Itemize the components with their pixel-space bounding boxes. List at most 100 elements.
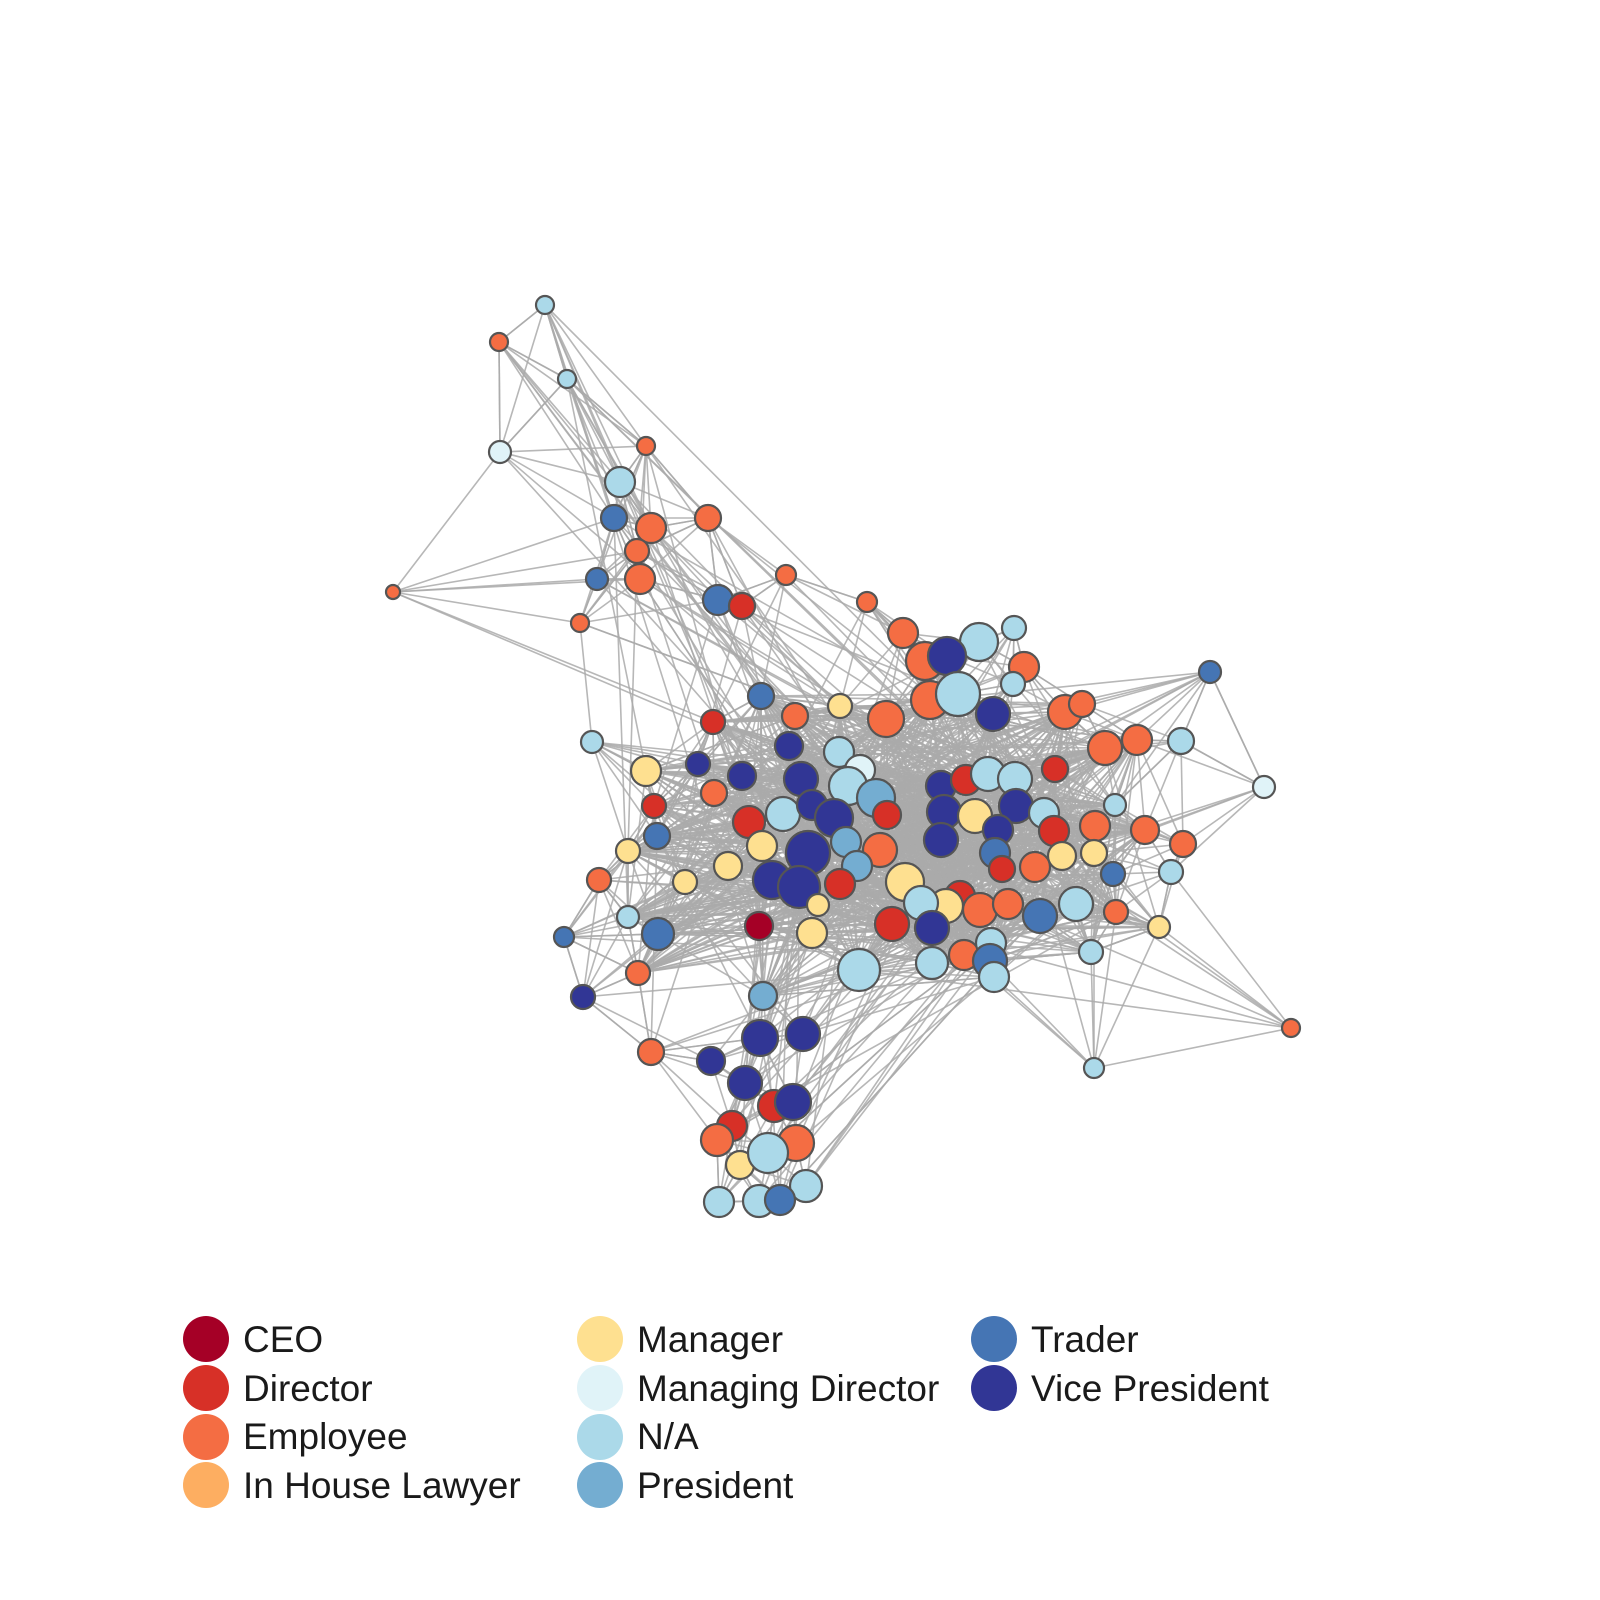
legend-swatch-director: [183, 1365, 229, 1412]
legend-column-1: CEO Director Employee In House Lawyer: [183, 1315, 577, 1510]
graph-node-trader: [1099, 860, 1127, 888]
graph-node-director: [640, 792, 668, 820]
graph-node-manager: [1046, 840, 1078, 872]
legend-item-managing-director: Managing Director: [577, 1364, 971, 1413]
legend-item-trader: Trader: [971, 1315, 1291, 1364]
graph-node-n-a: [788, 1168, 824, 1204]
graph-edge: [582, 879, 600, 998]
graph-node-employee: [866, 699, 906, 739]
graph-node-trader: [640, 916, 676, 952]
graph-edge: [785, 574, 868, 603]
graph-node-employee: [961, 891, 999, 929]
graph-node-n-a: [836, 947, 882, 993]
legend-swatch-trader: [971, 1316, 1017, 1363]
legend-item-employee: Employee: [183, 1412, 577, 1461]
graph-edge: [1180, 740, 1265, 788]
graph-node-employee: [780, 701, 810, 731]
graph-node-director: [871, 799, 903, 831]
graph-node-vice-president: [922, 821, 960, 859]
graph-node-vice-president: [974, 695, 1012, 733]
graph-edge: [1158, 843, 1184, 928]
legend-label-director: Director: [243, 1367, 373, 1409]
graph-node-trader: [1197, 659, 1223, 685]
graph-node-n-a: [934, 670, 982, 718]
graph-edge: [392, 451, 501, 593]
graph-node-employee: [886, 616, 920, 650]
graph-node-director: [987, 854, 1017, 884]
graph-node-trader: [1021, 897, 1059, 935]
legend-label-trader: Trader: [1031, 1318, 1139, 1360]
graph-node-manager: [671, 868, 699, 896]
graph-edge: [650, 1051, 718, 1141]
graph-edge: [498, 341, 615, 519]
graph-node-n-a: [822, 735, 856, 769]
graph-edge: [1081, 703, 1182, 742]
graph-node-n-a: [914, 945, 950, 981]
graph-edge: [744, 932, 813, 1084]
legend-column-3: Trader Vice President: [971, 1315, 1291, 1510]
legend-label-na: N/A: [637, 1416, 699, 1458]
graph-node-employee: [384, 583, 402, 601]
graph-node-n-a: [1157, 858, 1185, 886]
graph-node-employee: [634, 511, 668, 545]
legend-swatch-na: [577, 1413, 623, 1460]
graph-edge: [707, 517, 787, 576]
graph-node-n-a: [746, 1131, 790, 1175]
graph-edge: [839, 601, 868, 707]
graph-edge: [713, 785, 942, 794]
graph-node-manager: [1146, 914, 1172, 940]
graph-edge: [794, 715, 996, 854]
graph-node-employee: [1086, 729, 1124, 767]
legend-swatch-in-house-lawyer: [183, 1462, 229, 1509]
graph-edge: [627, 850, 809, 854]
graph-node-vice-president: [926, 635, 968, 677]
legend-column-2: Manager Managing Director N/A President: [577, 1315, 971, 1510]
graph-edge: [839, 705, 967, 781]
legend-label-ceo: CEO: [243, 1318, 324, 1360]
graph-node-employee: [774, 563, 798, 587]
graph-edge: [637, 904, 819, 974]
graph-node-trader: [763, 1183, 797, 1217]
graph-edge: [650, 1051, 733, 1127]
graph-node-trader: [642, 821, 672, 851]
graph-node-manager: [795, 916, 829, 950]
graph-edge: [499, 451, 615, 519]
graph-node-manager: [745, 829, 779, 863]
graph-edge: [1170, 871, 1292, 1029]
graph-node-vice-president: [740, 1018, 780, 1058]
legend-swatch-employee: [183, 1413, 229, 1460]
graph-node-vice-president: [726, 760, 758, 792]
graph-edge: [591, 741, 629, 852]
legend-item-president: President: [577, 1461, 971, 1510]
graph-node-trader: [701, 583, 735, 617]
legend-label-president: President: [637, 1464, 794, 1506]
graph-edge: [965, 779, 1117, 913]
graph-node-n-a: [603, 465, 637, 499]
legend-label-employee: Employee: [243, 1416, 408, 1458]
legend-item-in-house-lawyer: In House Lawyer: [183, 1461, 577, 1510]
graph-node-n-a: [1102, 792, 1128, 818]
graph-edge: [1136, 739, 1265, 788]
legend-item-na: N/A: [577, 1412, 971, 1461]
graph-edge: [1158, 926, 1292, 1029]
graph-node-employee: [1280, 1017, 1302, 1039]
graph-edge: [544, 304, 647, 447]
graph-edge: [392, 591, 581, 624]
graph-edge: [498, 341, 501, 453]
graph-edge: [760, 574, 787, 697]
graph-node-manager: [1079, 838, 1109, 868]
graph-edge: [1170, 786, 1265, 873]
graph-edge: [657, 845, 763, 935]
graph-node-n-a: [556, 368, 578, 390]
graph-node-employee: [569, 612, 591, 634]
graph-edge: [1114, 671, 1211, 806]
graph-node-manager: [629, 754, 663, 788]
graph-edge: [707, 517, 743, 607]
graph-node-n-a: [1057, 885, 1095, 923]
graph-node-vice-president: [684, 750, 712, 778]
graph-node-n-a: [1077, 938, 1105, 966]
graph-node-director: [727, 591, 757, 621]
graph-node-vice-president: [784, 1015, 822, 1053]
graph-node-employee: [623, 537, 651, 565]
